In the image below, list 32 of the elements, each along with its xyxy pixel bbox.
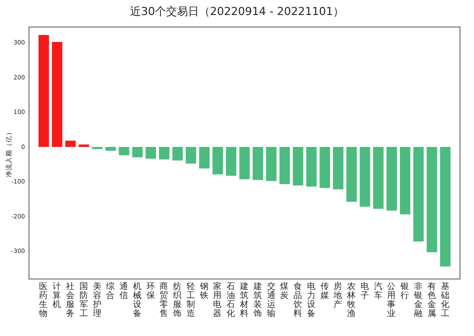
x-tick-label: 建筑装饰 — [252, 281, 262, 319]
x-tick-label: 食品饮料 — [292, 281, 303, 319]
x-tick-label: 纺织服饰 — [172, 281, 182, 319]
x-tick-label: 银行 — [400, 281, 410, 301]
x-tick-label: 综合 — [106, 281, 116, 301]
x-tick-label: 环保 — [146, 282, 156, 301]
x-tick-label: 公用事业 — [387, 281, 396, 319]
x-tick-label: 石油石化 — [226, 282, 236, 319]
x-tick-label: 房地产 — [332, 281, 343, 310]
x-tick-label: 建筑材料 — [239, 281, 249, 319]
chart-title: 近30个交易日（20220914 - 20221101） — [130, 5, 344, 18]
x-tick-label: 汽车 — [374, 281, 383, 301]
x-tick-label: 通信 — [120, 281, 129, 301]
x-tick-label: 传媒 — [320, 281, 330, 301]
x-tick-label: 煤炭 — [280, 281, 290, 301]
x-tick-label: 电子 — [360, 281, 370, 301]
x-tick-label: 美容护理 — [92, 281, 102, 319]
x-tick-label: 社会服务 — [66, 281, 75, 319]
x-tick-label: 钢铁 — [198, 281, 209, 301]
x-tick-label: 国防军工 — [79, 282, 88, 319]
x-tick-label: 非银金融 — [413, 281, 424, 319]
x-tick-label: 交通运输 — [266, 281, 276, 319]
x-tick-label: 轻工制造 — [186, 281, 196, 319]
x-tick-label: 电力设备 — [306, 281, 316, 319]
x-tick-label: 家用电器 — [213, 281, 222, 319]
x-tick-label: 有色金属 — [427, 281, 436, 319]
x-tick-label: 商贸零售 — [160, 281, 169, 319]
x-tick-label: 机械设备 — [132, 281, 142, 319]
x-tick-label: 计算机 — [52, 281, 62, 310]
x-tick-label: 基础化工 — [440, 281, 450, 319]
x-tick-label: 医药生物 — [39, 281, 48, 319]
x-tick-label: 农林牧渔 — [346, 281, 356, 319]
